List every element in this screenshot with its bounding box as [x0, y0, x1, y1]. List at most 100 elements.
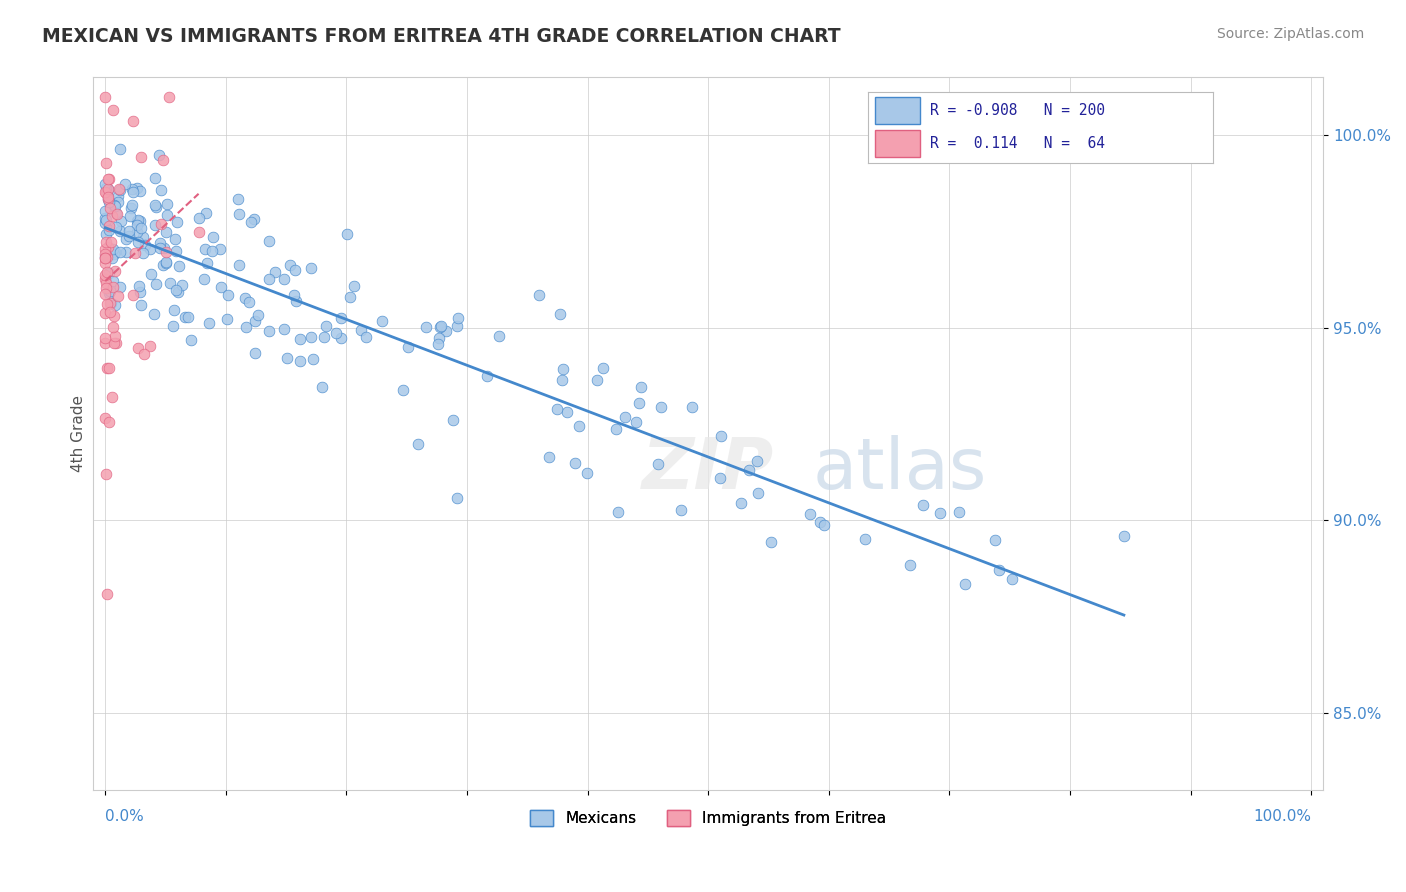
Point	[96, 185, 118, 199]
Point	[121, 182, 143, 196]
Point	[121, 197, 143, 211]
Point	[1000, 573, 1022, 587]
Point	[134, 238, 156, 252]
Y-axis label: 4th Grade: 4th Grade	[72, 395, 86, 472]
Point	[125, 226, 148, 240]
Point	[127, 235, 149, 250]
Point	[98, 284, 121, 298]
Point	[429, 320, 451, 334]
Point	[392, 384, 415, 398]
Point	[607, 505, 630, 519]
Point	[548, 307, 571, 321]
Point	[94, 248, 117, 262]
Point	[167, 285, 190, 300]
Point	[155, 225, 177, 239]
Point	[94, 235, 117, 249]
Point	[101, 252, 124, 266]
Point	[97, 171, 120, 186]
Point	[98, 219, 121, 233]
Point	[128, 285, 150, 299]
Point	[174, 310, 197, 325]
Point	[198, 316, 221, 330]
Point	[129, 185, 152, 199]
Legend: Mexicans, Immigrants from Eritrea: Mexicans, Immigrants from Eritrea	[524, 804, 893, 832]
Point	[259, 324, 281, 338]
Point	[94, 216, 117, 230]
Text: 100.0%: 100.0%	[1253, 809, 1312, 824]
Point	[129, 220, 152, 235]
Point	[138, 339, 160, 353]
Point	[276, 351, 298, 365]
Point	[187, 211, 209, 226]
Point	[273, 322, 295, 336]
Point	[98, 266, 121, 280]
Point	[630, 380, 652, 394]
Point	[94, 336, 117, 351]
Point	[98, 305, 121, 319]
Point	[555, 405, 578, 419]
Point	[568, 419, 591, 434]
Point	[94, 89, 117, 103]
Point	[201, 229, 224, 244]
Point	[155, 254, 177, 268]
Text: MEXICAN VS IMMIGRANTS FROM ERITREA 4TH GRADE CORRELATION CHART: MEXICAN VS IMMIGRANTS FROM ERITREA 4TH G…	[42, 27, 841, 45]
Point	[576, 467, 599, 481]
Point	[121, 113, 143, 128]
Point	[94, 287, 117, 301]
Point	[97, 182, 120, 196]
Point	[159, 276, 181, 290]
Point	[166, 215, 188, 229]
Point	[152, 258, 174, 272]
Point	[163, 232, 186, 246]
Point	[546, 402, 568, 417]
Point	[104, 245, 127, 260]
Point	[336, 227, 359, 242]
Point	[122, 288, 145, 302]
Point	[148, 148, 170, 162]
Point	[94, 467, 117, 482]
Point	[738, 463, 761, 477]
Point	[107, 289, 129, 303]
Point	[138, 242, 160, 256]
Point	[94, 276, 117, 290]
Point	[104, 336, 127, 351]
Point	[107, 189, 129, 203]
Point	[325, 326, 347, 340]
Point	[103, 320, 125, 334]
Point	[233, 291, 256, 305]
Point	[564, 456, 586, 470]
Point	[94, 227, 117, 241]
Point	[356, 330, 378, 344]
Point	[415, 319, 437, 334]
Point	[624, 415, 647, 429]
Point	[132, 347, 155, 361]
Point	[94, 211, 117, 225]
Point	[149, 184, 172, 198]
Point	[898, 558, 921, 572]
Point	[311, 380, 333, 394]
Point	[118, 209, 141, 223]
Point	[427, 330, 450, 344]
Point	[94, 331, 117, 345]
Point	[132, 230, 155, 244]
Point	[143, 170, 166, 185]
Point	[94, 156, 117, 170]
Point	[278, 258, 301, 272]
Point	[94, 185, 117, 199]
Point	[94, 252, 117, 266]
Point	[104, 220, 127, 235]
Point	[710, 429, 733, 443]
Point	[446, 491, 468, 506]
Point	[156, 208, 179, 222]
Point	[167, 260, 190, 274]
Point	[243, 345, 266, 359]
Point	[129, 298, 152, 312]
Point	[195, 256, 218, 270]
Text: atlas: atlas	[813, 434, 987, 504]
Point	[104, 263, 127, 277]
Point	[104, 329, 127, 343]
Point	[759, 535, 782, 549]
Point	[103, 309, 125, 323]
Point	[101, 274, 124, 288]
Point	[97, 415, 120, 429]
